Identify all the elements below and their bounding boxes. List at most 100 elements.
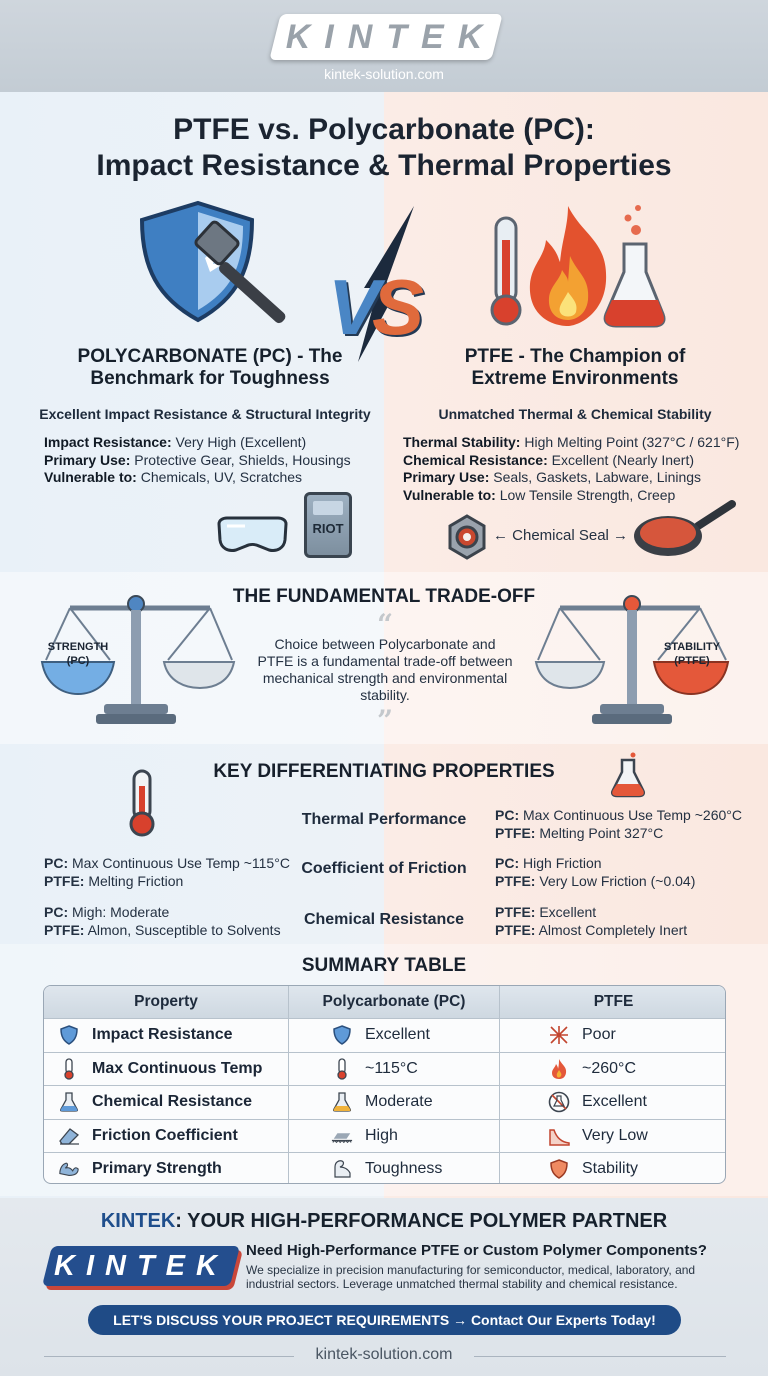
riot-shield-text: RIOT xyxy=(312,521,344,536)
key-row-thermal-label: Thermal Performance xyxy=(301,811,467,828)
table-row: Impact Resistance Excellent Poor xyxy=(44,1018,725,1052)
riot-shield-icon: RIOT xyxy=(304,492,352,558)
thermometer-icon xyxy=(129,769,155,837)
footer-need-heading: Need High-Performance PTFE or Custom Pol… xyxy=(246,1242,707,1259)
pc-subheading: Excellent Impact Resistance & Structural… xyxy=(39,406,371,422)
ptfe-properties: Thermal Stability: High Melting Point (3… xyxy=(403,434,763,504)
pc-prop-use: Primary Use: Protective Gear, Shields, H… xyxy=(44,452,384,470)
key-row-chemical-right: PTFE: Excellent PTFE: Almost Completely … xyxy=(495,903,687,939)
page-title: PTFE vs. Polycarbonate (PC): Impact Resi… xyxy=(0,112,768,184)
table-cell-property: Primary Strength xyxy=(44,1153,289,1183)
key-prefix: PTFE: xyxy=(44,922,85,938)
key-text: High Friction xyxy=(519,855,602,871)
key-line: PTFE: Very Low Friction (~0.04) xyxy=(495,872,695,890)
key-prefix: PC: xyxy=(44,855,69,871)
vs-badge: VS xyxy=(328,262,424,353)
summary-title: SUMMARY TABLE xyxy=(301,955,467,976)
ptfe-prop-chemical: Chemical Resistance: Excellent (Nearly I… xyxy=(403,452,763,470)
prop-label: Impact Resistance: xyxy=(44,434,172,450)
key-text: Max Continuous Use Temp ~260°C xyxy=(519,807,742,823)
tradeoff-title: THE FUNDAMENTAL TRADE-OFF xyxy=(232,586,536,607)
table-cell-ptfe: Poor xyxy=(500,1019,725,1052)
ptfe-heading-line-2: Extreme Environments xyxy=(471,368,679,389)
key-line: PC: High Friction xyxy=(495,854,695,872)
key-prefix: PTFE: xyxy=(495,873,536,889)
footer-url[interactable]: kintek-solution.com xyxy=(315,1346,453,1363)
table-row: Max Continuous Temp ~115°C ~260°C xyxy=(44,1051,725,1086)
title-line-1: PTFE vs. Polycarbonate (PC): xyxy=(173,113,595,146)
key-text: Melting Friction xyxy=(84,873,184,889)
pc-heading: POLYCARBONATE (PC) - The Benchmark for T… xyxy=(40,346,380,390)
key-prefix: PTFE: xyxy=(44,873,85,889)
table-cell-label: Friction Coefficient xyxy=(92,1126,238,1144)
shield-hammer-icon xyxy=(139,200,286,324)
prop-value: Low Tensile Strength, Creep xyxy=(495,486,676,503)
header-pc: Polycarbonate (PC) xyxy=(289,986,500,1018)
ptfe-heading-line-1: PTFE - The Champion of xyxy=(464,346,686,367)
prop-label: Thermal Stability: xyxy=(403,434,521,450)
flask-icon xyxy=(58,1091,80,1113)
chemical-seal-label: ← Chemical Seal → xyxy=(493,527,629,544)
no-chemical-icon xyxy=(548,1091,570,1113)
table-cell-pc: High xyxy=(289,1119,500,1152)
frying-pan-icon xyxy=(634,500,736,556)
footer-description: We specialize in precision manufacturing… xyxy=(246,1263,696,1291)
crack-icon xyxy=(548,1024,570,1046)
pc-heading-line-1: POLYCARBONATE (PC) - The xyxy=(77,346,343,367)
table-cell-text: Excellent xyxy=(582,1093,647,1111)
prop-label: Primary Use: xyxy=(44,451,131,468)
riot-shield-window xyxy=(313,501,343,515)
kintek-logo-top[interactable]: KINTEK xyxy=(285,18,497,56)
strength-pc-label: STRENGTH (PC) xyxy=(38,640,118,668)
table-cell-pc: ~115°C xyxy=(289,1052,500,1085)
rough-surface-icon xyxy=(331,1125,353,1147)
footer-title: KINTEK: YOUR HIGH-PERFORMANCE POLYMER PA… xyxy=(0,1210,768,1233)
table-cell-pc: Toughness xyxy=(289,1153,500,1183)
shield-icon xyxy=(331,1024,353,1046)
table-cell-text: Very Low xyxy=(582,1126,648,1144)
shield-icon xyxy=(548,1158,570,1180)
ptfe-prop-use: Primary Use: Seals, Gaskets, Labware, Li… xyxy=(403,469,763,487)
prop-label: Vulnerable to: xyxy=(403,486,496,503)
contact-cta-button[interactable]: LET'S DISCUSS YOUR PROJECT REQUIREMENTS … xyxy=(88,1305,681,1335)
thermometer-icon xyxy=(331,1058,353,1080)
header-ptfe: PTFE xyxy=(593,993,634,1010)
vs-divider-slash xyxy=(358,206,414,362)
table-cell-ptfe: Stability xyxy=(500,1153,725,1183)
key-prefix: PC: xyxy=(44,904,69,920)
header-property: Property xyxy=(44,986,289,1018)
flask-icon xyxy=(331,1091,353,1113)
key-row-chemical-label: Chemical Resistance xyxy=(303,911,465,928)
footer-divider-right xyxy=(474,1356,726,1357)
ptfe-subheading: Unmatched Thermal & Chemical Stability xyxy=(438,406,712,422)
prop-label: Primary Use: xyxy=(403,469,490,485)
key-text: Melting Point 327°C xyxy=(535,825,664,841)
key-prefix: PC: xyxy=(495,807,520,823)
kintek-logo-bottom[interactable]: KINTEK xyxy=(54,1250,228,1282)
key-prefix: PTFE: xyxy=(495,922,536,938)
open-quote-mark: “ xyxy=(376,608,394,641)
eraser-icon xyxy=(58,1125,80,1147)
pc-heading-line-2: Benchmark for Toughness xyxy=(90,368,330,389)
table-cell-text: ~260°C xyxy=(582,1059,636,1077)
table-cell-ptfe: ~260°C xyxy=(500,1053,725,1086)
key-line: PTFE: Melting Friction xyxy=(44,872,290,890)
pc-prop-impact: Impact Resistance: Very High (Excellent) xyxy=(44,434,384,452)
table-cell-property: Impact Resistance xyxy=(44,1019,289,1052)
key-prefix: PC: xyxy=(495,855,520,871)
table-cell-text: Toughness xyxy=(365,1160,443,1178)
table-cell-text: Excellent xyxy=(365,1026,430,1044)
footer-divider-left xyxy=(44,1356,294,1357)
vs-s: S xyxy=(372,263,424,351)
shield-icon xyxy=(58,1024,80,1046)
table-cell-property: Friction Coefficient xyxy=(44,1119,289,1152)
table-cell-text: ~115°C xyxy=(365,1059,418,1077)
table-cell-label: Chemical Resistance xyxy=(92,1093,253,1111)
vs-v: V xyxy=(328,263,380,351)
table-cell-text: Poor xyxy=(582,1026,616,1044)
header-url[interactable]: kintek-solution.com xyxy=(324,66,444,82)
key-line: PTFE: Almon, Susceptible to Solvents xyxy=(44,921,281,939)
key-line: PC: Max Continuous Use Temp ~260°C xyxy=(495,806,742,824)
flask-icon xyxy=(610,752,646,798)
key-text: Almost Completely Inert xyxy=(535,922,688,938)
